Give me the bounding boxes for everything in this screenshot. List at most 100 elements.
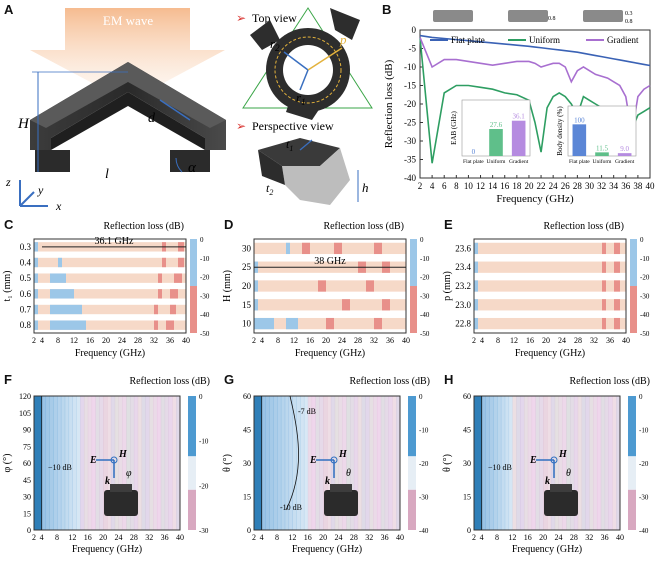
map-column	[604, 396, 609, 530]
heatmap-x-tick-label: 4	[260, 336, 264, 345]
map-column	[323, 396, 328, 530]
b-x-tick-label: 24	[549, 181, 559, 191]
b-inset-ylabel: EAB (GHz)	[450, 111, 458, 145]
colorbar-tick-label: -20	[199, 482, 209, 490]
unit-cell-top	[330, 484, 352, 492]
dim-p: p	[339, 32, 347, 47]
b-x-tick-label: 2	[418, 181, 423, 191]
panel-letter-a: A	[4, 2, 14, 17]
perspective-marker-icon: ➢	[236, 119, 246, 133]
map-column	[593, 396, 598, 530]
heatmap-red-cell	[614, 261, 620, 273]
heatmap-blue-cell	[474, 299, 478, 311]
map-column	[45, 396, 50, 530]
b-thumb-label: 0.8	[548, 16, 556, 22]
map-column	[269, 396, 274, 530]
heatmap-x-tick-label: 40	[402, 336, 410, 345]
map-y-tick-label: 45	[23, 476, 31, 485]
colorbar-tick-label: -30	[419, 494, 429, 502]
map-column	[589, 396, 594, 530]
colorbar-tick-label: -10	[200, 255, 210, 263]
b-inset-category-label: Flat plate	[569, 159, 590, 165]
axis-y-label: y	[37, 183, 44, 197]
colorbar-tick-label: -20	[200, 274, 210, 282]
map-column	[520, 396, 525, 530]
colorbar-tick-label: -30	[420, 292, 430, 300]
b-inset-value-label: 27.6	[490, 121, 503, 129]
heatmap-blue-cell	[50, 289, 74, 299]
panel-letter-e: E	[444, 217, 453, 232]
heatmap-x-tick-label: 8	[496, 336, 500, 345]
map-x-tick-label: 40	[616, 533, 624, 542]
map-column	[118, 396, 123, 530]
heatmap-x-tick-label: 16	[86, 336, 94, 345]
heatmap-x-tick-label: 12	[510, 336, 518, 345]
heatmap-x-tick-label: 28	[354, 336, 362, 345]
map-column	[554, 396, 560, 530]
colorbar-tick-label: -30	[200, 292, 210, 300]
colorbar-tick-label: -30	[639, 494, 649, 502]
map-column	[288, 396, 293, 530]
b-inset-bar	[511, 120, 526, 156]
heatmap-y-tick-label: 25	[242, 262, 252, 272]
heatmap-blue-cell	[474, 242, 478, 255]
map-column	[585, 396, 590, 530]
map-column	[164, 396, 169, 530]
b-inset-bar	[572, 124, 587, 156]
heatmap-x-tick-label: 20	[542, 336, 550, 345]
perspective-body	[282, 148, 350, 205]
map-title: Reflection loss (dB)	[129, 376, 210, 387]
colorbar-blue	[630, 239, 637, 286]
panel-b-chart: 0-5-10-15-20-25-30-35-402 4 6 8 10 12 14 16 18 20…	[383, 10, 655, 205]
heatmap-blue-cell	[474, 280, 478, 292]
heatmap-red-cell	[602, 242, 606, 255]
heatmap-red-cell	[602, 299, 606, 311]
b-y-tick-label: -30	[404, 136, 416, 146]
colorbar-tick-label: 0	[419, 393, 423, 401]
panel-e-chart: Reflection loss (dB) 23.6 23.4 23.2 23.0 22.8…	[442, 221, 650, 359]
map-y-tick-label: 60	[243, 392, 251, 401]
map-x-tick-label: 20	[319, 533, 327, 542]
heatmap-y-tick-label: 30	[242, 243, 252, 253]
map-frame	[253, 395, 401, 531]
heatmap-xlabel: Frequency (GHz)	[75, 348, 145, 359]
b-inset-category-label: Uniform	[593, 158, 613, 165]
map-column	[307, 396, 313, 530]
map-column	[573, 396, 579, 530]
heatmap-red-cell	[374, 317, 382, 330]
colorbar-tick-label: -10	[199, 438, 209, 446]
map-x-tick-label: 16	[304, 533, 312, 542]
heatmap-y-tick-label: 0.4	[20, 258, 32, 268]
colorbar-tick-label: 0	[639, 393, 643, 401]
heatmap-xlabel: Frequency (GHz)	[295, 348, 365, 359]
map-column	[504, 396, 510, 530]
b-inset-ylabel: Body density (%)	[556, 106, 564, 156]
map-column	[103, 396, 108, 530]
b-x-tick-label: 26	[561, 181, 571, 191]
heatmap-x-tick-label: 20	[102, 336, 110, 345]
map-x-tick-label: 20	[99, 533, 107, 542]
map-xlabel: Frequency (GHz)	[72, 544, 142, 555]
unit-cell-glyph	[544, 490, 578, 516]
dim-r2: r2	[270, 36, 280, 53]
map-x-tick-label: 28	[130, 533, 138, 542]
vector-angle-label: θ	[566, 468, 571, 479]
b-x-tick-label: 18	[512, 181, 522, 191]
colorbar-blue	[188, 396, 196, 457]
heatmap-red-cell	[154, 320, 158, 330]
heatmap-x-tick-label: 16	[306, 336, 314, 345]
map-column	[41, 396, 47, 530]
colorbar-tick-label: -10	[420, 255, 430, 263]
colorbar-tick-label: -10	[419, 427, 429, 435]
map-x-tick-label: 20	[539, 533, 547, 542]
map-column	[388, 396, 393, 530]
b-y-tick-label: -15	[404, 81, 416, 91]
b-inset-bar	[489, 129, 503, 156]
b-inset-value-label: 100	[574, 116, 585, 124]
map-y-tick-label: 30	[463, 459, 471, 468]
colorbar-tick-label: -40	[200, 311, 210, 319]
colorbar-tick-label: -30	[640, 292, 650, 300]
b-x-tick-label: 4	[430, 181, 435, 191]
map-y-tick-label: 30	[23, 493, 31, 502]
map-column	[497, 396, 502, 530]
